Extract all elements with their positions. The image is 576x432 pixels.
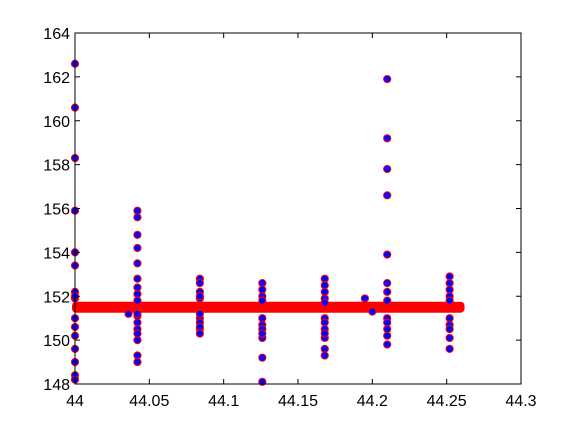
data-point [445, 344, 454, 353]
data-point [124, 309, 133, 318]
x-tick-label: 44.15 [278, 393, 318, 410]
data-point [133, 283, 142, 292]
y-tick-label: 164 [43, 26, 70, 43]
baseline-band [72, 301, 465, 313]
data-point [258, 329, 267, 338]
x-tick-label: 44.05 [129, 393, 169, 410]
y-tick-label: 148 [43, 377, 70, 394]
data-point [368, 307, 377, 316]
data-point [360, 294, 369, 303]
data-point [195, 322, 204, 332]
data-point [320, 329, 329, 338]
data-point [133, 243, 142, 253]
data-point [133, 329, 142, 338]
x-tick-label: 44.3 [505, 393, 536, 410]
data-point [258, 296, 267, 305]
data-point [445, 296, 454, 305]
x-tick-label: 44 [66, 393, 84, 410]
data-point [445, 333, 454, 343]
y-tick-label: 156 [43, 202, 70, 219]
data-point [133, 309, 142, 318]
data-point [195, 292, 204, 301]
x-tick-label: 44.2 [357, 393, 388, 410]
y-tick-label: 154 [43, 245, 70, 262]
y-tick-label: 150 [43, 333, 70, 350]
x-tick-label: 44.1 [208, 393, 239, 410]
data-point [383, 164, 392, 174]
data-point [445, 325, 454, 334]
x-tick-label: 44.25 [427, 393, 467, 410]
data-point [133, 296, 142, 305]
data-point [383, 287, 392, 296]
data-point [133, 213, 142, 222]
data-point [195, 278, 204, 288]
data-point [383, 340, 392, 349]
data-point [258, 353, 267, 362]
plot-area [75, 33, 521, 384]
data-point [133, 357, 142, 367]
data-point [383, 296, 392, 305]
data-point [383, 191, 392, 200]
data-point [383, 134, 392, 143]
data-point [133, 259, 142, 268]
y-tick-label: 162 [43, 70, 70, 87]
y-tick-label: 160 [43, 114, 70, 131]
tick-layer: 44 44.05 44.1 44.15 44.2 44.25 44.3 148 150 152 15… [43, 26, 536, 410]
data-point [133, 274, 142, 283]
data-point [195, 309, 204, 318]
data-point [383, 331, 392, 340]
data-point [133, 230, 142, 239]
y-tick-label: 152 [43, 289, 70, 306]
y-tick-label: 158 [43, 158, 70, 175]
data-point [320, 351, 329, 360]
data-point [320, 298, 329, 307]
data-point [383, 278, 392, 288]
data-point [383, 250, 392, 259]
data-point [383, 74, 392, 84]
